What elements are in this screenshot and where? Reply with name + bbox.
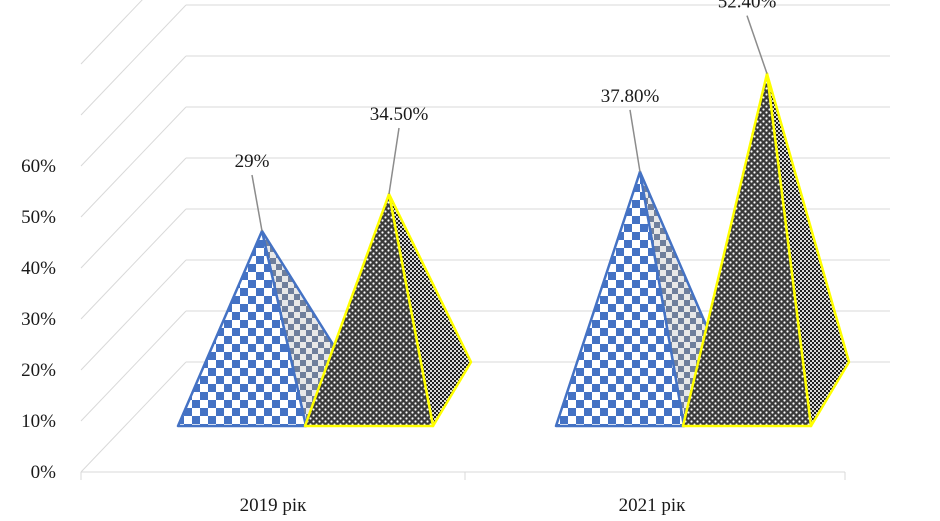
leader-line [251, 174, 263, 232]
y-tick-label: 40% [21, 258, 56, 279]
gridline-diagonal [80, 208, 187, 320]
gridline-diagonal [80, 310, 187, 422]
y-axis-ticks: 0% 10% 20% 30% 40% 50% 60% [21, 156, 56, 483]
gridline-diagonal [80, 55, 187, 167]
data-label: 37.80% [601, 86, 660, 107]
y-tick-label: 10% [21, 411, 56, 432]
y-tick-label: 30% [21, 309, 56, 330]
data-label: 52.40% [718, 0, 777, 13]
pyramid-front-face [681, 72, 813, 428]
y-tick-label: 50% [21, 207, 56, 228]
y-tick-label: 60% [21, 156, 56, 177]
pyramid [303, 192, 473, 428]
pyramids [176, 72, 851, 428]
y-tick-label: 20% [21, 360, 56, 381]
gridline-diagonal [80, 361, 187, 473]
pyramid-front-face [303, 192, 435, 428]
pyramid [681, 72, 851, 428]
data-label: 29% [235, 151, 270, 172]
leader-line [629, 109, 641, 172]
category-label: 2019 рік [240, 495, 308, 516]
leader-line [388, 127, 400, 195]
x-axis-categories: 2019 рік 2021 рік [240, 495, 687, 516]
gridline-diagonal [80, 259, 187, 371]
gridline-diagonal [80, 0, 143, 65]
data-label: 34.50% [370, 104, 429, 125]
pyramid-front-face [176, 229, 308, 428]
gridline-diagonal [80, 4, 187, 116]
data-labels: 29% 34.50% 37.80% 52.40% [235, 0, 777, 232]
gridline-diagonal [80, 106, 187, 218]
category-label: 2021 рік [619, 495, 687, 516]
gridline-diagonal [80, 157, 187, 269]
y-tick-label: 0% [31, 462, 57, 483]
pyramid-front-face [554, 170, 686, 428]
leader-line [746, 15, 768, 74]
